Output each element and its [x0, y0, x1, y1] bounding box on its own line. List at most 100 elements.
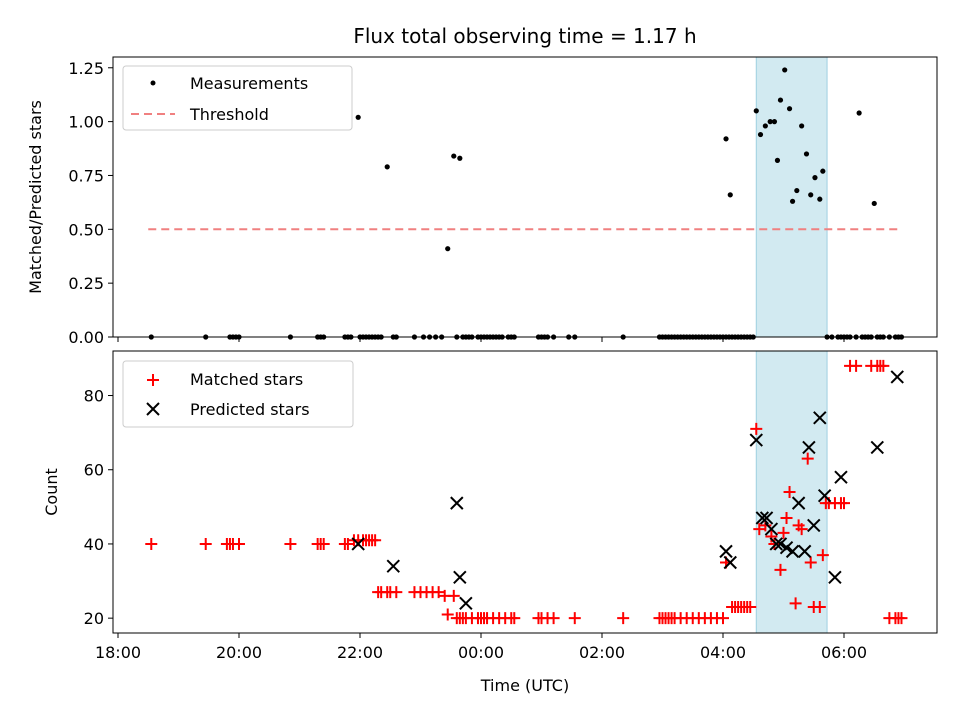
- measurement-point: [817, 196, 823, 202]
- matched-star-marker: [877, 359, 890, 372]
- predicted-star-marker: [797, 544, 812, 559]
- matched-star-marker: [145, 537, 158, 550]
- predicted-legend-marker: [146, 402, 160, 416]
- count-y-tick-label: 60: [84, 461, 104, 480]
- count-legend-box: [122, 360, 354, 428]
- matched-star-marker: [777, 526, 790, 539]
- matched-star-marker: [789, 597, 802, 610]
- x-tick-label: 18:00: [95, 643, 141, 662]
- predicted-star-marker: [828, 570, 842, 585]
- predicted-star-marker: [791, 496, 806, 510]
- predicted-star-marker: [807, 518, 821, 533]
- matched-star-marker: [780, 511, 793, 524]
- measurement-point: [777, 97, 784, 103]
- measurement-point: [753, 108, 759, 114]
- matched-legend-label: Matched stars: [190, 370, 303, 389]
- count-y-tick-label: 20: [84, 609, 104, 628]
- matched-star-marker: [850, 359, 863, 372]
- measurement-point: [767, 119, 773, 125]
- x-tick-label: 02:00: [579, 643, 625, 662]
- measurement-point: [808, 192, 814, 198]
- x-tick-label: 20:00: [216, 643, 262, 662]
- predicted-star-marker: [749, 433, 763, 447]
- matched-star-marker: [369, 534, 382, 547]
- ratio-y-axis-label: Matched/Predicted stars: [26, 100, 45, 294]
- predicted-star-marker: [764, 522, 779, 536]
- matched-star-marker: [441, 608, 454, 621]
- measurement-point: [812, 175, 818, 181]
- x-tick-label: 22:00: [337, 643, 383, 662]
- matched-star-marker: [765, 530, 778, 543]
- matched-star-marker: [199, 537, 212, 550]
- measurement-point: [786, 106, 793, 112]
- matched-stars-points: [145, 359, 908, 625]
- measurements-legend-label: Measurements: [190, 74, 308, 93]
- matched-star-marker: [568, 612, 581, 625]
- ratio-y-tick-label: 0.50: [68, 220, 104, 239]
- predicted-star-marker: [351, 537, 365, 551]
- matched-star-marker: [432, 586, 445, 599]
- matched-star-marker: [753, 523, 766, 536]
- ratio-legend: Measurements Threshold: [122, 65, 353, 131]
- predicted-star-marker: [719, 544, 733, 559]
- count-plot-frame: [112, 350, 938, 634]
- chart-title: Flux total observing time = 1.17 h: [353, 24, 696, 48]
- predicted-star-marker: [870, 440, 884, 455]
- count-y-axis-label: Count: [42, 468, 61, 516]
- ratio-panel: 0.00 0.25 0.50 0.75 1.00 1.25 Matched/Predict…: [26, 56, 938, 347]
- ratio-y-tick-label: 1.00: [68, 113, 104, 132]
- predicted-star-marker: [450, 496, 464, 510]
- predicted-star-marker: [773, 537, 788, 551]
- measurement-point: [757, 131, 764, 138]
- measurement-point: [856, 110, 862, 116]
- matched-star-marker: [801, 452, 814, 465]
- matched-star-marker: [744, 601, 757, 614]
- count-y-tick-label: 80: [84, 387, 104, 406]
- predicted-star-marker: [769, 537, 783, 551]
- measurements-legend-marker: [150, 80, 156, 86]
- matched-star-marker: [768, 537, 781, 550]
- x-tick-label: 06:00: [821, 643, 867, 662]
- matched-star-marker: [547, 612, 560, 625]
- matched-star-marker: [617, 612, 630, 625]
- highlight-window-top: [755, 56, 828, 338]
- matched-star-marker: [717, 612, 729, 625]
- predicted-star-marker: [459, 596, 473, 611]
- measurement-point: [803, 151, 810, 157]
- ratio-y-tick-label: 0.75: [68, 166, 104, 185]
- matched-star-marker: [341, 537, 354, 550]
- predicted-star-marker: [723, 555, 737, 570]
- predicted-star-marker: [817, 489, 832, 503]
- predicted-star-marker: [779, 540, 794, 555]
- matched-star-marker: [774, 563, 787, 576]
- x-tick-label: 00:00: [458, 643, 504, 662]
- count-legend: Matched stars Predicted stars: [122, 360, 354, 428]
- matched-star-marker: [813, 601, 826, 614]
- predicted-star-marker: [386, 559, 400, 573]
- matched-star-marker: [317, 537, 330, 550]
- matched-star-marker: [508, 612, 521, 625]
- matched-star-marker: [795, 523, 808, 536]
- ratio-plot-frame: [112, 56, 938, 338]
- bottom-axis-ticks: 20 40 60 80 18:00 20:00 22:00 00:00 02:00 04:00 06…: [84, 387, 867, 662]
- predicted-star-marker: [802, 440, 816, 455]
- predicted-star-marker: [759, 511, 774, 525]
- predicted-star-marker: [890, 370, 904, 384]
- threshold-legend-label: Threshold: [189, 105, 269, 124]
- ratio-y-tick-label: 1.25: [68, 59, 104, 78]
- measurement-point: [723, 136, 729, 142]
- matched-star-marker: [750, 422, 763, 435]
- ratio-y-tick-label: 0.25: [68, 274, 104, 293]
- measurement-point: [355, 114, 361, 120]
- count-y-tick-label: 40: [84, 535, 104, 554]
- predicted-legend-label: Predicted stars: [190, 400, 310, 419]
- predicted-star-marker: [834, 470, 848, 484]
- x-tick-label: 04:00: [700, 643, 746, 662]
- measurement-point: [774, 157, 781, 163]
- ratio-y-tick-label: 0.00: [68, 328, 104, 347]
- predicted-star-marker: [453, 570, 467, 585]
- measurement-point: [445, 246, 451, 252]
- matched-star-marker: [804, 556, 817, 569]
- measurement-point: [727, 192, 733, 198]
- measurement-point: [794, 187, 800, 194]
